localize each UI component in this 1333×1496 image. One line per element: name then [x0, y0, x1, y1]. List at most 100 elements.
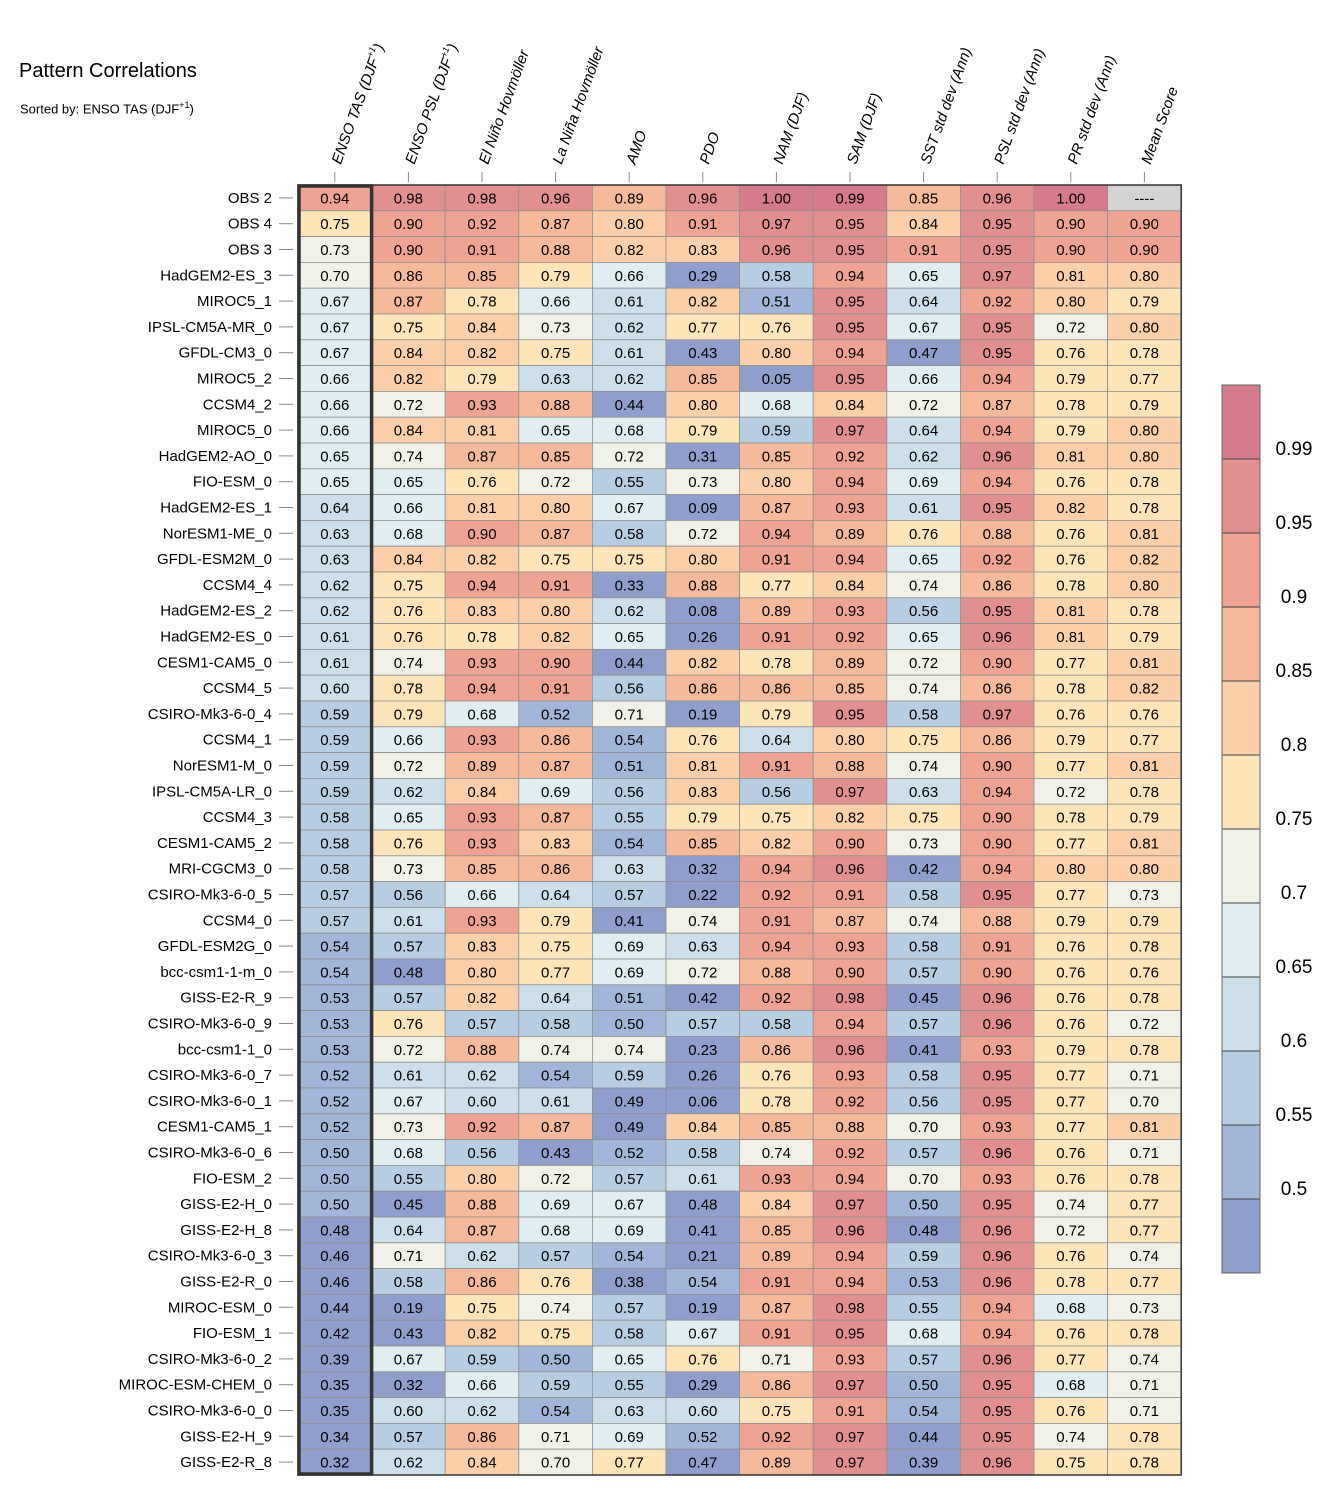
heatmap-cell [592, 313, 667, 341]
heatmap-cell [812, 1319, 888, 1347]
heatmap-cell [960, 1371, 1035, 1399]
cell-value: 0.48 [909, 1222, 938, 1239]
cell-value: 0.92 [835, 1145, 864, 1162]
heatmap-cell [371, 339, 446, 366]
heatmap-cell [812, 287, 888, 315]
heatmap-cell [739, 494, 814, 521]
heatmap-cell [297, 1294, 372, 1321]
row-label: HadGEM2-ES_1 [160, 500, 272, 517]
cell-value: 0.62 [467, 1403, 496, 1420]
cell-value: 0.85 [688, 371, 717, 388]
cell-value: 0.93 [835, 1068, 864, 1085]
cell-value: 0.97 [762, 216, 791, 233]
cell-value: 0.61 [909, 500, 938, 517]
heatmap-cell [1107, 1036, 1182, 1063]
cell-value: 0.79 [1056, 913, 1085, 930]
cell-value: 0.88 [467, 1042, 496, 1059]
heatmap-cell [886, 468, 961, 495]
heatmap-cell [812, 1061, 888, 1089]
cell-value: 0.68 [1056, 1300, 1085, 1317]
heatmap-cell [297, 958, 372, 986]
cell-value: 0.62 [394, 1455, 423, 1472]
cell-value: 0.84 [688, 1119, 717, 1136]
heatmap-cell [1107, 1216, 1182, 1244]
cell-value: 0.80 [1130, 448, 1159, 465]
cell-value: 0.96 [983, 1222, 1012, 1239]
cell-value: 0.63 [909, 784, 938, 801]
heatmap-cell [886, 1061, 961, 1089]
cell-value: 0.57 [394, 939, 423, 956]
row-label: CCSM4_1 [203, 732, 272, 749]
cell-value: 0.89 [762, 1248, 791, 1265]
cell-value: 0.95 [835, 216, 864, 233]
column-label: SAM (DJF) [844, 91, 885, 167]
cell-value: 0.57 [909, 1145, 938, 1162]
heatmap-cell [1033, 674, 1108, 702]
cell-value: 0.70 [320, 268, 349, 285]
heatmap-cell [1107, 1448, 1182, 1476]
cell-value: 0.87 [835, 913, 864, 930]
cell-value: 0.78 [1130, 1042, 1159, 1059]
cell-value: 0.93 [467, 835, 496, 852]
heatmap-cell [444, 932, 520, 960]
heatmap-cell [1107, 881, 1182, 908]
cell-value: 0.64 [762, 732, 791, 749]
cell-value: 0.96 [983, 1455, 1012, 1472]
cell-value: 0.72 [1056, 784, 1085, 801]
heatmap-cell [592, 287, 667, 315]
heatmap-cell [371, 958, 446, 986]
row-label: GFDL-ESM2M_0 [157, 551, 272, 568]
cell-value: 0.52 [541, 706, 570, 723]
cell-value: 0.58 [615, 1326, 644, 1343]
heatmap-cell [739, 468, 814, 495]
heatmap-cell [960, 1087, 1035, 1115]
heatmap-cell [960, 416, 1035, 444]
heatmap-cell [812, 571, 888, 599]
heatmap-cell [592, 674, 667, 702]
heatmap-cell [665, 390, 740, 418]
cell-value: 0.78 [1130, 1455, 1159, 1472]
cell-value: 0.76 [1056, 1403, 1085, 1420]
cell-value: 0.68 [762, 397, 791, 414]
heatmap-cell [371, 674, 446, 702]
cell-value: 0.57 [541, 1248, 570, 1265]
heatmap-cell [444, 571, 520, 599]
cell-value: 0.58 [688, 1145, 717, 1162]
heatmap-cell [960, 649, 1035, 676]
cell-value: 0.82 [835, 810, 864, 827]
cell-value: 0.44 [615, 397, 644, 414]
heatmap-cell [592, 881, 667, 908]
row-label: CSIRO-Mk3-6-0_2 [148, 1351, 272, 1368]
cell-value: 0.64 [394, 1222, 423, 1239]
heatmap-cell [665, 520, 740, 547]
cell-value: 0.77 [1056, 1119, 1085, 1136]
cell-value: 0.77 [1056, 758, 1085, 775]
heatmap-cell [886, 829, 961, 857]
heatmap-cell [592, 649, 667, 676]
cell-value: 0.98 [835, 990, 864, 1007]
cell-value: 0.78 [1130, 474, 1159, 491]
heatmap-cell [1107, 287, 1182, 315]
heatmap-cell [960, 571, 1035, 599]
heatmap-cell [812, 1190, 888, 1218]
cell-value: 0.90 [467, 526, 496, 543]
heatmap-cell [886, 1448, 961, 1476]
cell-value: 0.33 [615, 577, 644, 594]
heatmap-cell [444, 184, 520, 212]
row-label: GISS-E2-H_0 [180, 1196, 272, 1213]
cell-value: 0.78 [1130, 500, 1159, 517]
heatmap-cell [665, 210, 740, 238]
heatmap-cell [444, 984, 520, 1011]
cell-value: 0.89 [615, 190, 644, 207]
row-label: FIO-ESM_0 [193, 474, 272, 491]
cell-value: 0.88 [541, 397, 570, 414]
cell-value: 0.96 [983, 1145, 1012, 1162]
cell-value: 0.81 [1130, 526, 1159, 543]
cell-value: 0.56 [909, 1093, 938, 1110]
heatmap-cell [739, 881, 814, 908]
cell-value: 0.75 [762, 810, 791, 827]
heatmap-cell [812, 829, 888, 857]
heatmap-cell [1033, 184, 1108, 212]
cell-value: 0.42 [688, 990, 717, 1007]
cell-value: 0.76 [1056, 1145, 1085, 1162]
